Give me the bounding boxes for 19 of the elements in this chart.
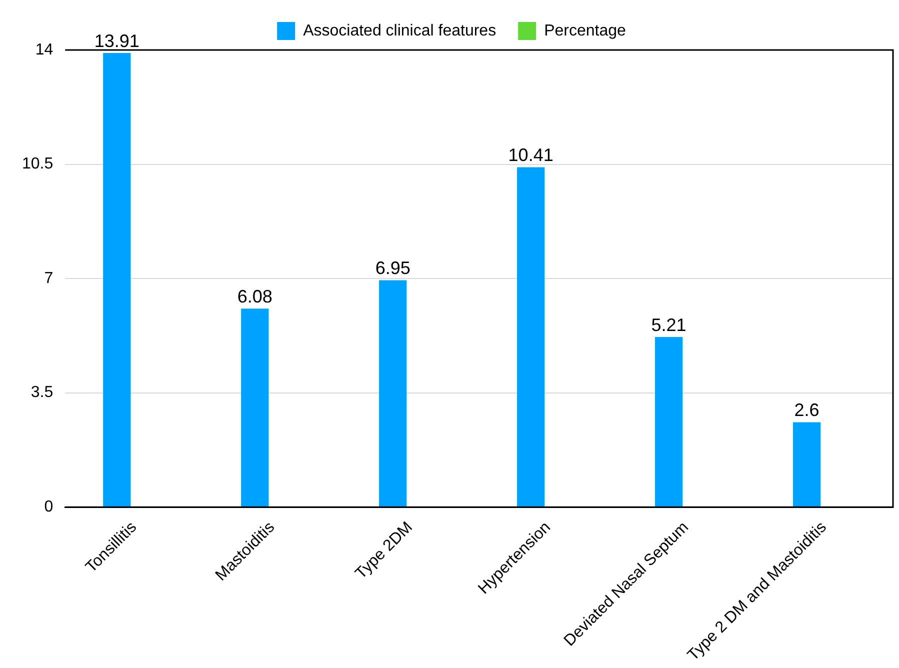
bar — [654, 337, 683, 507]
bar — [241, 308, 269, 507]
y-tick-label: 10.5 — [22, 156, 54, 173]
bar — [103, 52, 131, 507]
bar — [379, 280, 407, 507]
y-tick-label: 7 — [44, 270, 54, 287]
data-label: 10.41 — [508, 145, 554, 166]
bar — [517, 167, 545, 507]
data-label: 6.08 — [237, 286, 272, 307]
y-tick-label: 3.5 — [30, 384, 54, 402]
data-label: 5.21 — [651, 314, 686, 335]
data-label: 13.91 — [94, 30, 140, 51]
legend-label: Associated clinical features — [303, 22, 496, 40]
data-label: 2.6 — [794, 400, 820, 420]
data-label: 6.95 — [375, 258, 410, 278]
legend-label: Percentage — [544, 22, 626, 40]
y-tick-label: 0 — [44, 498, 54, 516]
bar — [792, 422, 821, 507]
y-tick-label: 14 — [35, 41, 54, 58]
